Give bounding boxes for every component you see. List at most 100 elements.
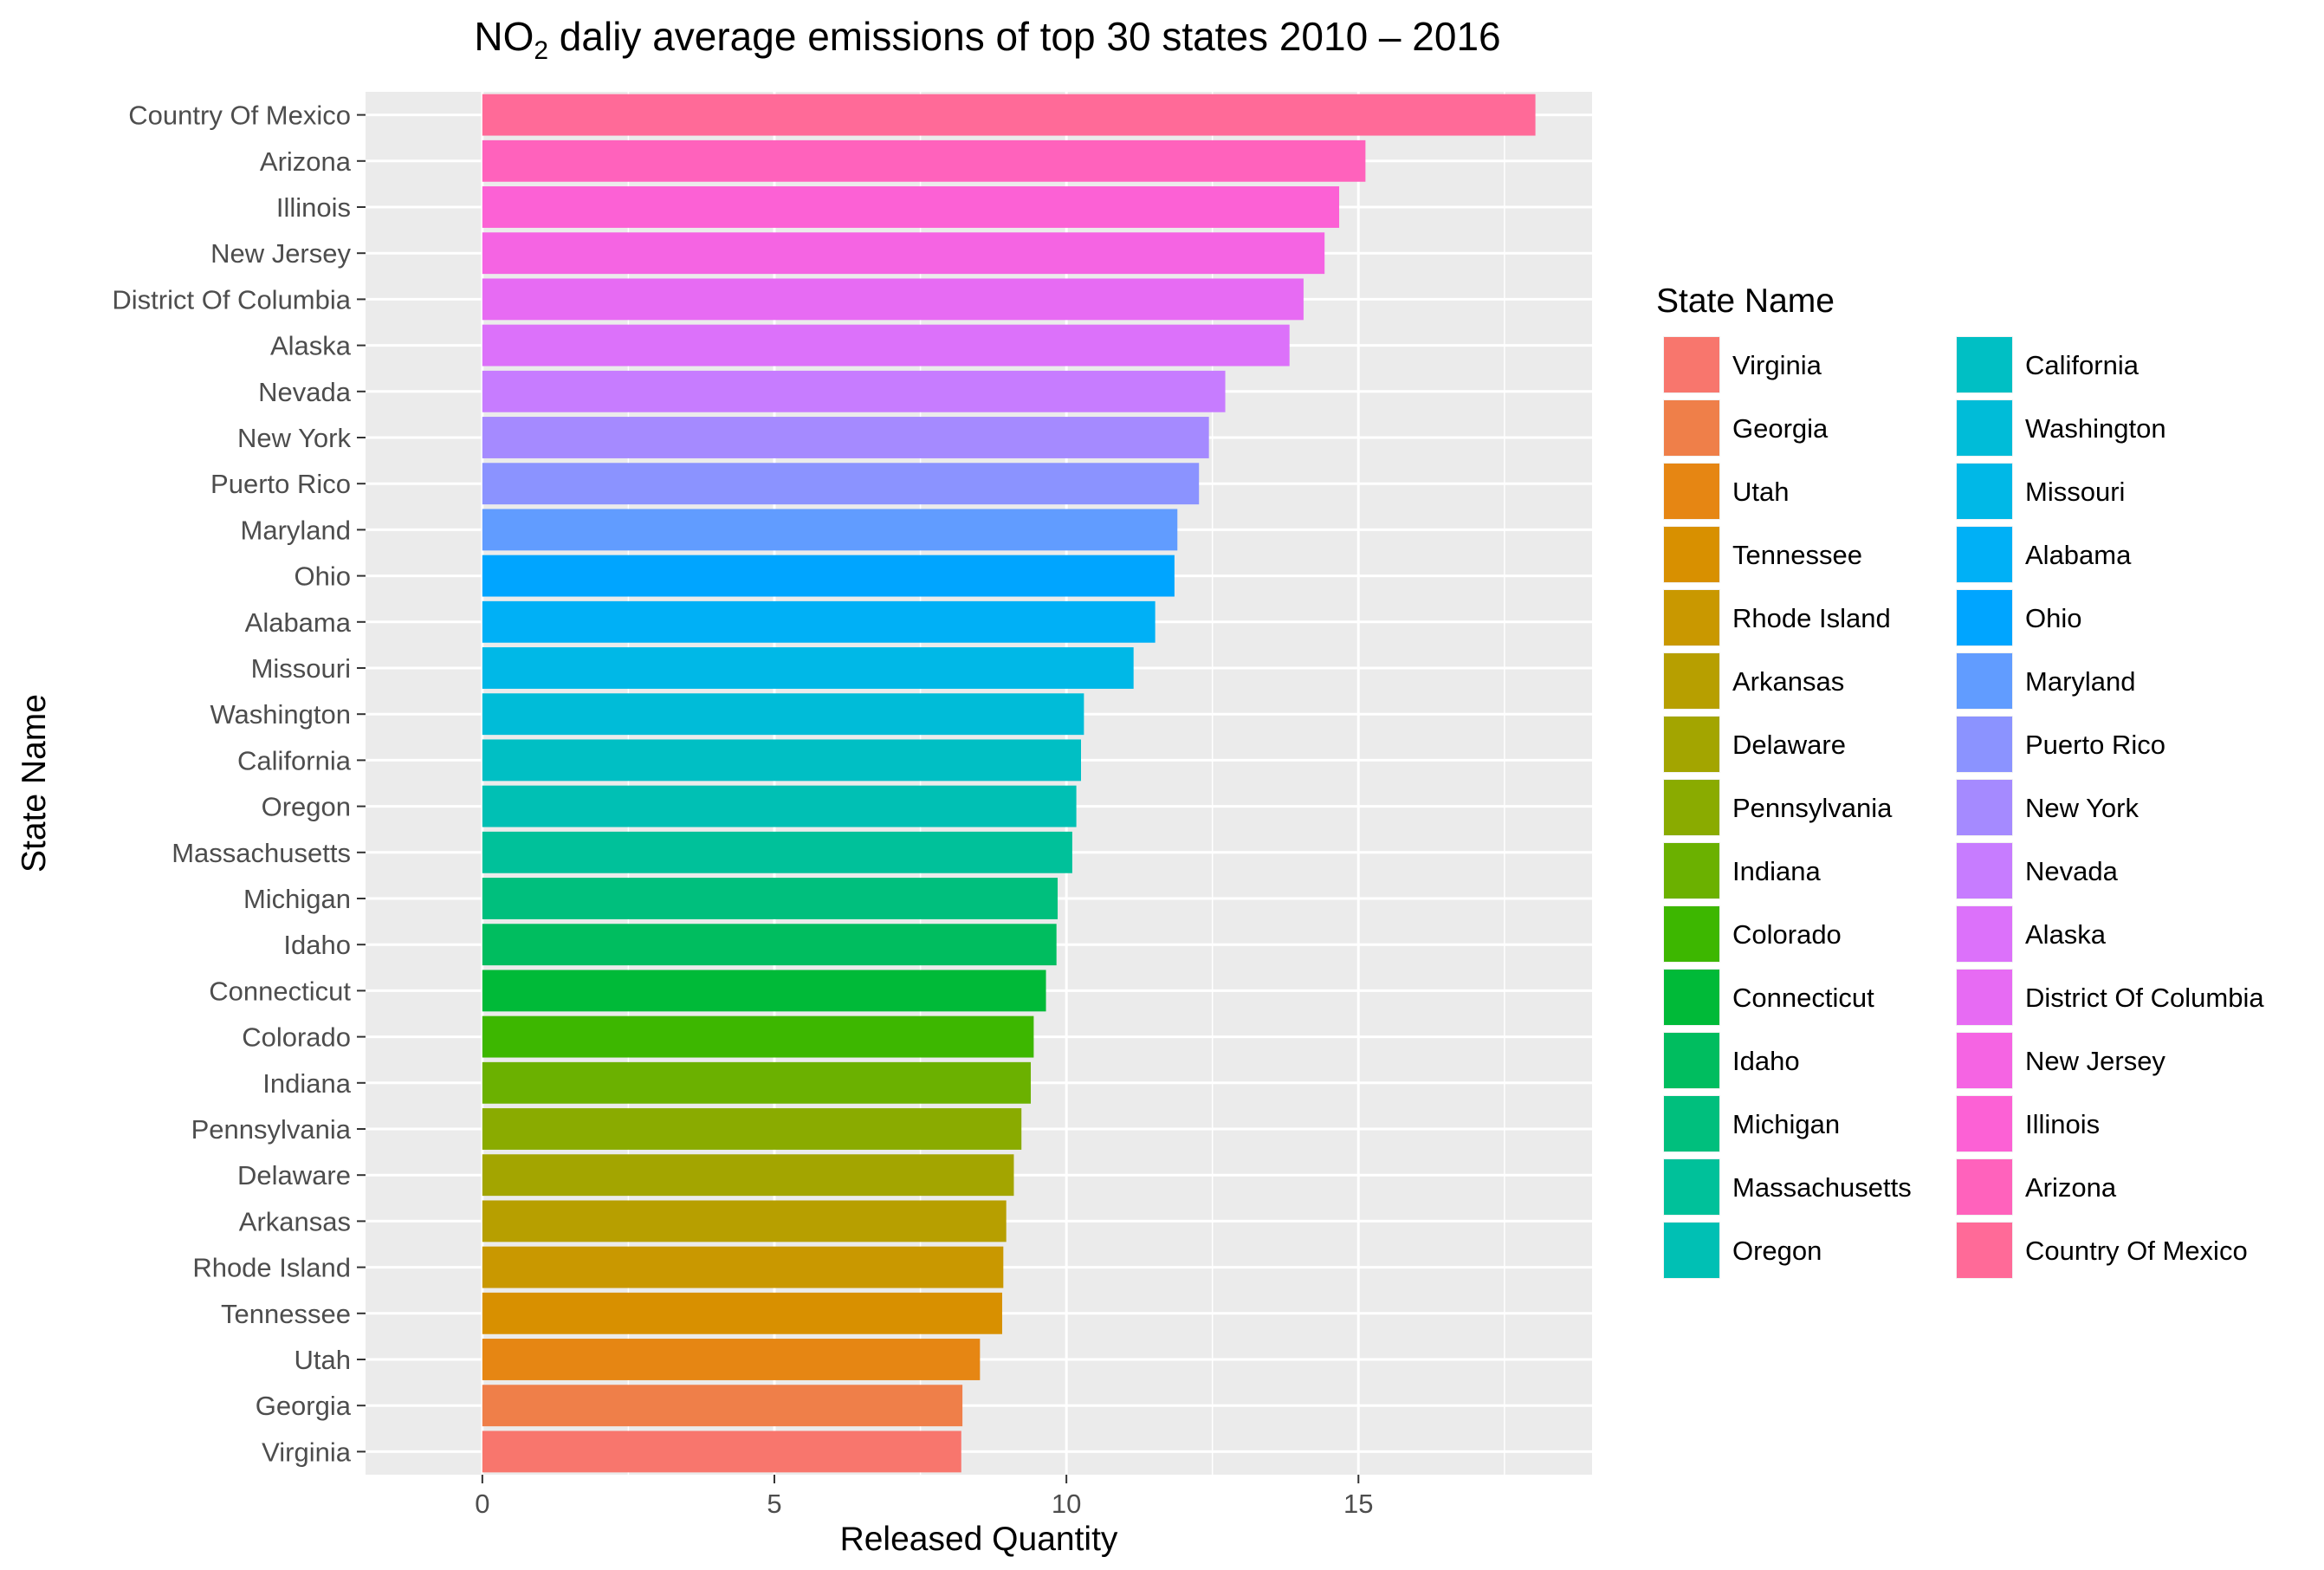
y-tick-label: Alabama — [245, 607, 352, 638]
legend-label: Connecticut — [1732, 983, 1874, 1013]
y-tick-label: Utah — [295, 1345, 351, 1375]
y-axis-title: State Name — [16, 694, 53, 873]
bar-ohio — [482, 555, 1175, 597]
bar-connecticut — [482, 970, 1046, 1012]
legend-label: District Of Columbia — [2025, 983, 2264, 1013]
y-tick-label: Illinois — [276, 192, 351, 223]
legend-label: California — [2025, 350, 2140, 380]
y-tick-label: Maryland — [241, 515, 352, 545]
y-tick-label: Delaware — [237, 1160, 351, 1190]
legend-label: Arkansas — [1732, 666, 1844, 697]
y-tick-label: Arkansas — [239, 1206, 351, 1236]
legend-label: Missouri — [2025, 477, 2125, 507]
legend-label: Country Of Mexico — [2025, 1236, 2248, 1266]
bar-new-york — [482, 417, 1209, 458]
y-tick-label: Idaho — [283, 930, 351, 960]
legend-label: Oregon — [1732, 1236, 1822, 1266]
legend-swatch-alaska — [1957, 906, 2012, 962]
bar-california — [482, 739, 1081, 782]
legend-label: New Jersey — [2025, 1046, 2165, 1076]
bar-colorado — [482, 1015, 1034, 1058]
chart-title-rest: daliy average emissions of top 30 states… — [548, 14, 1501, 59]
legend-swatch-illinois — [1957, 1096, 2012, 1152]
bar-alabama — [482, 600, 1156, 643]
legend-swatch-michigan — [1664, 1096, 1719, 1152]
bar-virginia — [482, 1431, 961, 1473]
legend-swatch-idaho — [1664, 1033, 1719, 1088]
legend-swatch-tennessee — [1664, 527, 1719, 582]
legend-label: Alaska — [2025, 919, 2107, 950]
x-tick-label: 5 — [767, 1489, 781, 1519]
legend-label: Indiana — [1732, 856, 1821, 886]
bar-michigan — [482, 878, 1058, 919]
legend-swatch-arizona — [1957, 1159, 2012, 1215]
legend-label: Puerto Rico — [2025, 730, 2165, 760]
y-tick-label: Country Of Mexico — [128, 101, 351, 131]
legend-swatch-missouri — [1957, 464, 2012, 519]
legend-swatch-new-jersey — [1957, 1033, 2012, 1088]
y-axis: Virginia Georgia Utah Tennessee Rhode Island… — [112, 101, 366, 1467]
bar-illinois — [482, 186, 1340, 228]
legend-title: State Name — [1656, 282, 1835, 320]
legend-swatch-new-york — [1957, 780, 2012, 835]
legend-swatch-california — [1957, 337, 2012, 392]
legend-swatch-country-of-mexico — [1957, 1223, 2012, 1278]
y-tick-label: Michigan — [243, 884, 351, 914]
bar-alaska — [482, 324, 1290, 367]
minor-gridlines — [627, 92, 1505, 1475]
legend-label: Virginia — [1732, 350, 1822, 380]
legend-swatch-indiana — [1664, 843, 1719, 899]
bar-district-of-columbia — [482, 278, 1304, 321]
y-tick-label: Connecticut — [209, 976, 351, 1006]
x-tick-label: 15 — [1343, 1489, 1373, 1519]
legend-swatch-nevada — [1957, 843, 2012, 899]
legend: State Name Virginia Georgia Utah Tennessee R… — [1656, 282, 2264, 1279]
legend-swatch-rhode-island — [1664, 590, 1719, 646]
plot-panel — [366, 92, 1592, 1475]
bar-idaho — [482, 924, 1057, 966]
legend-swatch-oregon — [1664, 1223, 1719, 1278]
y-tick-label: District Of Columbia — [112, 284, 351, 315]
legend-swatch-arkansas — [1664, 653, 1719, 709]
x-axis: 0 5 10 15 — [475, 1475, 1374, 1519]
legend-label: Colorado — [1732, 919, 1842, 950]
y-tick-label: Oregon — [262, 792, 351, 822]
y-tick-label: Pennsylvania — [191, 1114, 352, 1145]
y-tick-label: California — [237, 745, 352, 775]
y-tick-label: Puerto Rico — [210, 469, 351, 499]
chart-title: NO2 daliy average emissions of top 30 st… — [474, 14, 1500, 65]
legend-swatch-maryland — [1957, 653, 2012, 709]
y-tick-label: Colorado — [242, 1022, 351, 1053]
legend-swatch-virginia — [1664, 337, 1719, 392]
bar-indiana — [482, 1061, 1032, 1104]
y-tick-label: Washington — [210, 699, 351, 730]
bar-arkansas — [482, 1200, 1007, 1242]
bar-tennessee — [482, 1292, 1002, 1334]
legend-label: Ohio — [2025, 603, 2081, 633]
x-axis-title: Released Quantity — [840, 1521, 1118, 1558]
bar-utah — [482, 1339, 981, 1380]
legend-label: Illinois — [2025, 1109, 2100, 1139]
chart-title-subscript: 2 — [534, 36, 548, 65]
legend-swatch-utah — [1664, 464, 1719, 519]
legend-swatch-washington — [1957, 400, 2012, 456]
legend-swatch-ohio — [1957, 590, 2012, 646]
x-tick-label: 10 — [1052, 1489, 1081, 1519]
legend-label: Washington — [2025, 413, 2166, 444]
legend-swatch-massachusetts — [1664, 1159, 1719, 1215]
bar-arizona — [482, 139, 1366, 182]
legend-label: Delaware — [1732, 730, 1846, 760]
bar-missouri — [482, 647, 1134, 689]
legend-swatch-connecticut — [1664, 970, 1719, 1025]
legend-label: Georgia — [1732, 413, 1829, 444]
legend-swatch-colorado — [1664, 906, 1719, 962]
y-tick-label: New York — [237, 423, 351, 453]
legend-swatch-georgia — [1664, 400, 1719, 456]
y-tick-label: Missouri — [251, 653, 351, 684]
legend-label: Michigan — [1732, 1109, 1840, 1139]
legend-swatch-alabama — [1957, 527, 2012, 582]
legend-swatch-puerto-rico — [1957, 717, 2012, 772]
bar-georgia — [482, 1385, 963, 1427]
bar-massachusetts — [482, 831, 1072, 873]
legend-label: Massachusetts — [1732, 1172, 1912, 1203]
